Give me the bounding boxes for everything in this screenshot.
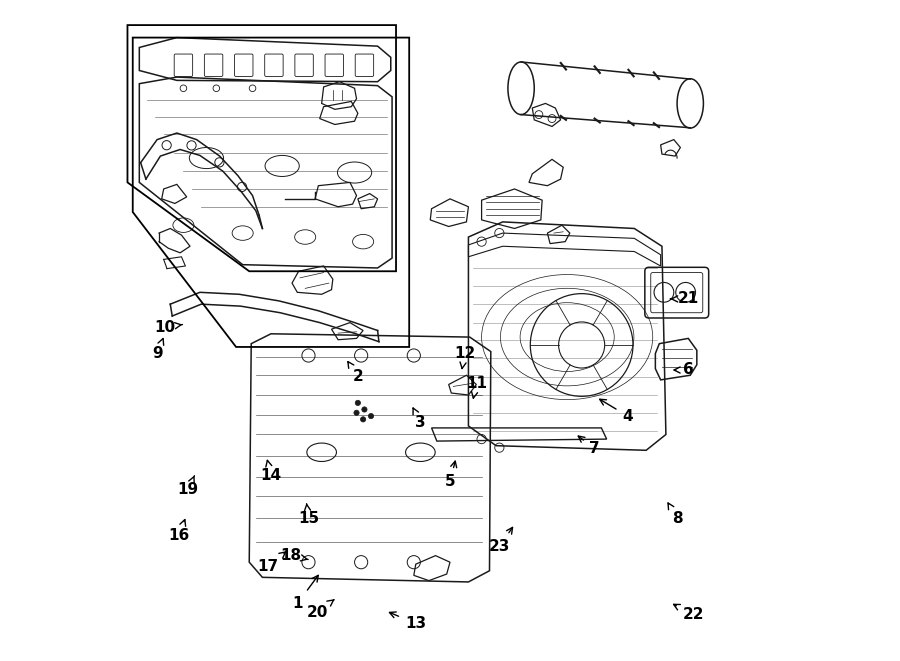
Text: 8: 8 xyxy=(668,503,682,525)
Text: 22: 22 xyxy=(673,604,705,623)
Text: 1: 1 xyxy=(292,575,319,611)
Text: 10: 10 xyxy=(155,320,183,334)
Text: 3: 3 xyxy=(413,408,426,430)
Text: 16: 16 xyxy=(168,520,189,543)
Text: 23: 23 xyxy=(489,527,513,554)
Text: 9: 9 xyxy=(152,338,164,361)
Circle shape xyxy=(356,401,361,406)
Circle shape xyxy=(361,416,365,422)
Text: 18: 18 xyxy=(280,548,308,563)
Text: 14: 14 xyxy=(260,460,282,483)
Text: 13: 13 xyxy=(390,612,427,631)
Text: 15: 15 xyxy=(298,504,319,525)
Circle shape xyxy=(368,413,373,418)
Text: 21: 21 xyxy=(670,292,699,307)
Text: 7: 7 xyxy=(579,436,600,457)
Text: 19: 19 xyxy=(177,476,199,497)
Text: 6: 6 xyxy=(674,362,694,377)
Text: 2: 2 xyxy=(348,362,364,384)
Circle shape xyxy=(362,407,367,412)
Text: 17: 17 xyxy=(257,552,285,574)
Text: 12: 12 xyxy=(454,346,475,369)
Text: 4: 4 xyxy=(599,399,633,424)
Text: 20: 20 xyxy=(306,600,334,620)
Circle shape xyxy=(354,410,359,415)
Text: 5: 5 xyxy=(445,461,456,489)
Text: 11: 11 xyxy=(466,375,487,398)
